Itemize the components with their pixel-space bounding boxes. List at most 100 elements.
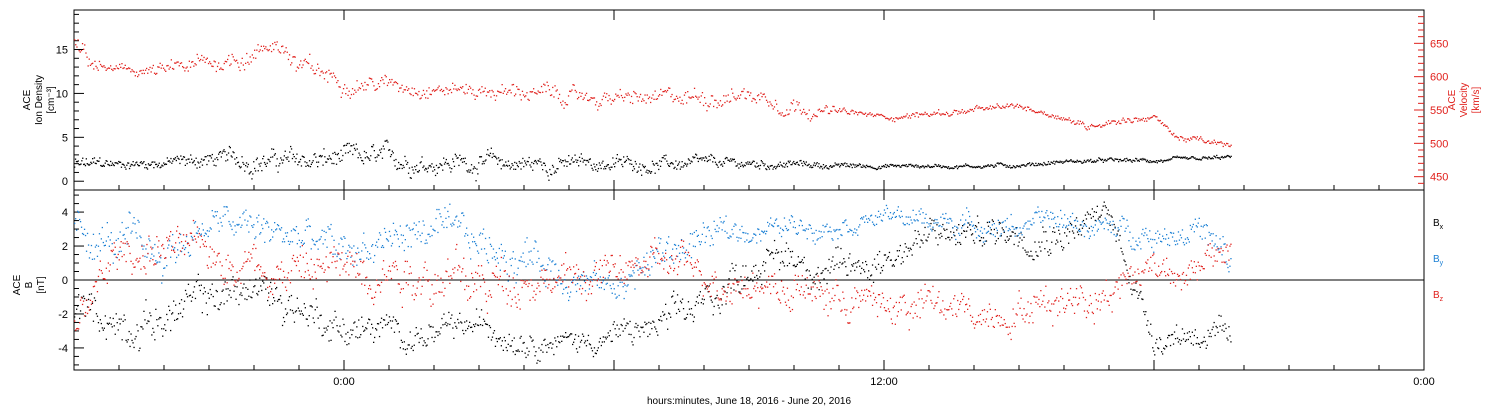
velocity-point — [833, 105, 835, 108]
bx-point — [1108, 214, 1110, 216]
by-point — [502, 257, 504, 259]
bx-point — [780, 251, 783, 253]
bx-point — [1020, 232, 1022, 234]
by-point — [135, 232, 137, 234]
bx-point — [144, 319, 146, 321]
bx-point — [153, 331, 155, 333]
by-point — [353, 245, 355, 247]
velocity-point — [182, 66, 184, 68]
by-point — [414, 234, 416, 236]
density-point — [351, 145, 353, 147]
by-point — [712, 244, 714, 246]
by-point — [961, 227, 963, 229]
bx-point — [213, 305, 215, 307]
density-point — [656, 162, 658, 164]
density-point — [1079, 160, 1081, 162]
density-point — [754, 165, 756, 167]
bx-point — [695, 301, 697, 303]
bz-point — [209, 246, 211, 248]
bx-point — [687, 301, 690, 303]
by-point — [897, 206, 899, 208]
density-point — [640, 169, 642, 171]
velocity-point — [866, 115, 868, 117]
velocity-point — [637, 100, 639, 102]
bz-point — [313, 264, 315, 266]
velocity-point — [653, 98, 655, 100]
density-point — [431, 163, 433, 165]
velocity-point — [836, 111, 839, 113]
by-point — [302, 243, 304, 245]
density-point — [612, 157, 614, 159]
bz-point — [238, 277, 240, 280]
bx-point — [941, 235, 943, 237]
bx-point — [976, 215, 979, 217]
bx-point — [327, 325, 329, 327]
density-point — [230, 155, 232, 157]
bz-point — [122, 242, 124, 244]
bx-point — [172, 312, 174, 314]
by-point — [506, 273, 508, 275]
density-point — [958, 165, 960, 167]
by-point — [504, 250, 506, 252]
velocity-point — [508, 89, 510, 92]
velocity-point — [959, 112, 961, 114]
density-point — [299, 158, 302, 161]
bx-point — [666, 318, 668, 320]
density-point — [844, 162, 846, 164]
bx-point — [79, 310, 82, 312]
by-point — [209, 227, 211, 229]
velocity-point — [206, 57, 208, 59]
bx-point — [147, 320, 149, 322]
by-point — [803, 229, 805, 231]
by-point — [755, 234, 757, 236]
bx-point — [359, 336, 361, 338]
by-point — [870, 214, 873, 216]
bz-point — [273, 278, 275, 280]
bx-point — [869, 278, 871, 281]
bz-point — [231, 264, 233, 266]
density-point — [930, 166, 933, 168]
bx-point — [417, 332, 419, 334]
by-point — [1151, 246, 1153, 249]
density-point — [597, 167, 600, 170]
velocity-point — [1005, 105, 1007, 107]
by-point — [880, 219, 883, 221]
velocity-point — [852, 110, 854, 112]
bz-point — [194, 238, 197, 240]
density-point — [434, 174, 437, 177]
bx-point — [698, 294, 700, 296]
bz-point — [118, 259, 120, 261]
density-point — [99, 157, 101, 159]
bx-point — [629, 320, 631, 323]
bx-point — [513, 337, 515, 339]
by-point — [426, 242, 428, 244]
by-point — [226, 206, 228, 208]
by-point — [202, 229, 204, 231]
density-point — [547, 175, 549, 177]
density-point — [79, 163, 81, 166]
by-point — [559, 277, 561, 279]
by-point — [429, 235, 431, 238]
density-point — [529, 164, 531, 166]
density-point — [417, 171, 420, 173]
velocity-point — [661, 94, 663, 96]
density-point — [624, 161, 627, 163]
velocity-point — [686, 102, 688, 104]
by-point — [1125, 227, 1127, 229]
bx-point — [97, 322, 100, 324]
by-point — [271, 229, 273, 231]
bx-point — [179, 312, 182, 314]
density-point — [477, 173, 479, 175]
by-point — [1089, 235, 1091, 237]
density-point — [757, 165, 759, 168]
velocity-point — [86, 56, 88, 58]
density-point — [692, 156, 694, 158]
density-point — [709, 159, 711, 161]
bz-point — [155, 263, 157, 265]
by-point — [295, 226, 298, 228]
by-point — [258, 214, 260, 216]
density-point — [484, 160, 486, 162]
velocity-point — [1143, 120, 1146, 122]
bx-point — [353, 322, 355, 324]
velocity-point — [257, 44, 259, 46]
